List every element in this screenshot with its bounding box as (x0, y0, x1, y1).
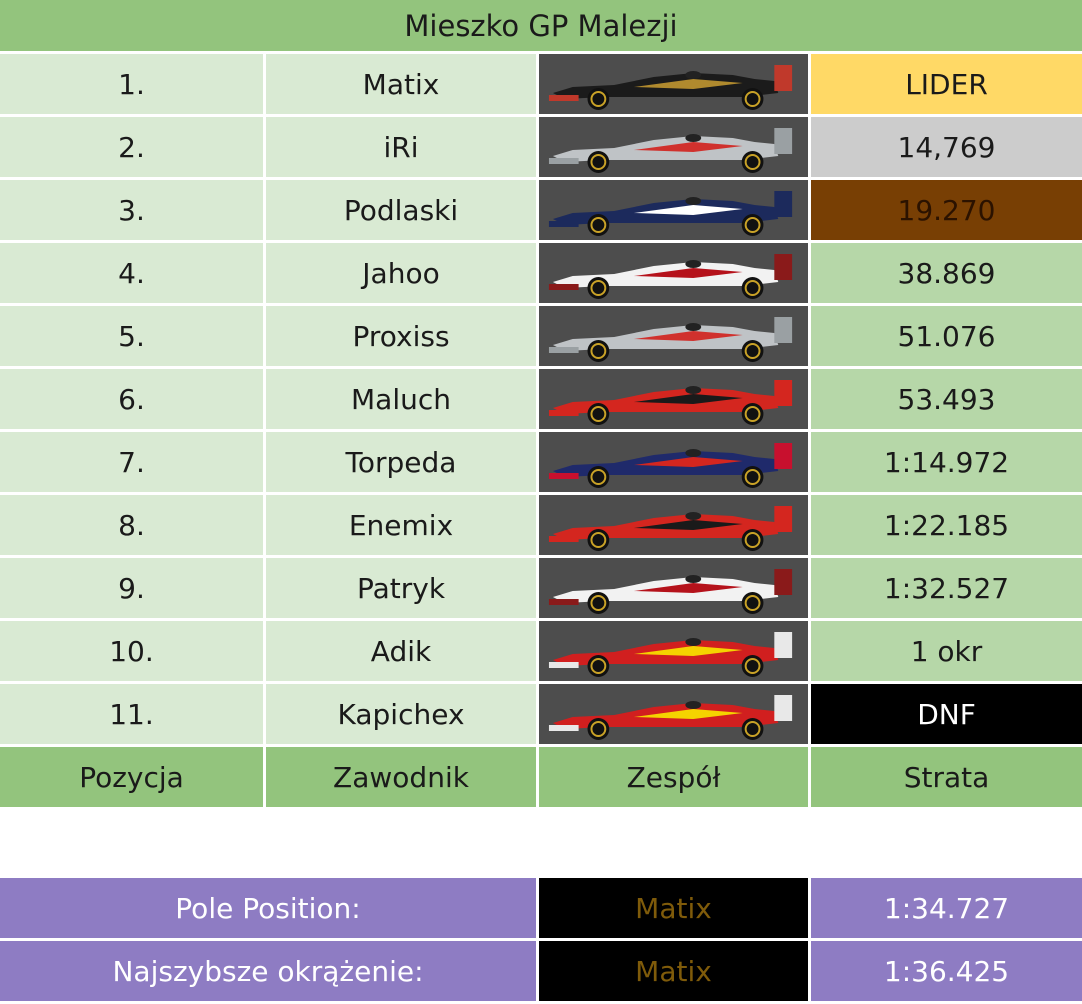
position-cell: 6. (0, 369, 266, 432)
gap-cell: 53.493 (811, 369, 1082, 432)
ferrari-car-icon (539, 621, 811, 684)
driver-cell: Adik (266, 621, 539, 684)
position-cell: 7. (0, 432, 266, 495)
position-cell: 8. (0, 495, 266, 558)
results-table: Mieszko GP Malezji 1. Matix LIDER 2. iRi… (0, 0, 1082, 810)
gap-cell: DNF (811, 684, 1082, 747)
table-row: 8. Enemix 1:22.185 (0, 495, 1082, 558)
driver-cell: Patryk (266, 558, 539, 621)
position-cell: 11. (0, 684, 266, 747)
gap-cell: LIDER (811, 54, 1082, 117)
header-team: Zespół (539, 747, 811, 810)
position-cell: 4. (0, 243, 266, 306)
mclaren-car-icon (539, 306, 811, 369)
header-driver: Zawodnik (266, 747, 539, 810)
stat-driver: Matix (539, 878, 811, 941)
stat-driver: Matix (539, 941, 811, 1004)
gap-cell: 14,769 (811, 117, 1082, 180)
stat-label: Pole Position: (0, 878, 539, 941)
driver-cell: Torpeda (266, 432, 539, 495)
gap-cell: 1:32.527 (811, 558, 1082, 621)
table-row: 3. Podlaski 19.270 (0, 180, 1082, 243)
position-cell: 9. (0, 558, 266, 621)
driver-cell: Matix (266, 54, 539, 117)
driver-cell: Enemix (266, 495, 539, 558)
driver-cell: Proxiss (266, 306, 539, 369)
gap-cell: 1:14.972 (811, 432, 1082, 495)
stat-label: Najszybsze okrążenie: (0, 941, 539, 1004)
williams-car-icon (539, 180, 811, 243)
hrt-car-icon (539, 558, 811, 621)
table-row: 9. Patryk 1:32.527 (0, 558, 1082, 621)
race-stats: Pole Position: Matix 1:34.727 Najszybsze… (0, 878, 1082, 1004)
position-cell: 10. (0, 621, 266, 684)
header-gap: Strata (811, 747, 1082, 810)
marussia-car-icon (539, 495, 811, 558)
stat-row: Najszybsze okrążenie: Matix 1:36.425 (0, 941, 1082, 1004)
mclaren-car-icon (539, 117, 811, 180)
lotus-car-icon (539, 54, 811, 117)
table-row: 4. Jahoo 38.869 (0, 243, 1082, 306)
driver-cell: Jahoo (266, 243, 539, 306)
table-row: 1. Matix LIDER (0, 54, 1082, 117)
race-title: Mieszko GP Malezji (0, 0, 1082, 54)
stat-time: 1:34.727 (811, 878, 1082, 941)
header-position: Pozycja (0, 747, 266, 810)
gap-cell: 51.076 (811, 306, 1082, 369)
redbull-car-icon (539, 432, 811, 495)
marussia-car-icon (539, 369, 811, 432)
position-cell: 1. (0, 54, 266, 117)
gap-cell: 1 okr (811, 621, 1082, 684)
position-cell: 3. (0, 180, 266, 243)
position-cell: 2. (0, 117, 266, 180)
table-row: 10. Adik 1 okr (0, 621, 1082, 684)
gap-cell: 38.869 (811, 243, 1082, 306)
position-cell: 5. (0, 306, 266, 369)
driver-cell: iRi (266, 117, 539, 180)
table-row: 7. Torpeda 1:14.972 (0, 432, 1082, 495)
driver-cell: Maluch (266, 369, 539, 432)
ferrari-car-icon (539, 684, 811, 747)
gap-cell: 1:22.185 (811, 495, 1082, 558)
table-row: 5. Proxiss 51.076 (0, 306, 1082, 369)
driver-cell: Podlaski (266, 180, 539, 243)
header-row: Pozycja Zawodnik Zespół Strata (0, 747, 1082, 810)
results-rows: 1. Matix LIDER 2. iRi 14,769 3. Podlaski (0, 54, 1082, 747)
gap-cell: 19.270 (811, 180, 1082, 243)
driver-cell: Kapichex (266, 684, 539, 747)
stat-row: Pole Position: Matix 1:34.727 (0, 878, 1082, 941)
hrt-car-icon (539, 243, 811, 306)
stat-time: 1:36.425 (811, 941, 1082, 1004)
table-row: 2. iRi 14,769 (0, 117, 1082, 180)
table-row: 11. Kapichex DNF (0, 684, 1082, 747)
table-row: 6. Maluch 53.493 (0, 369, 1082, 432)
